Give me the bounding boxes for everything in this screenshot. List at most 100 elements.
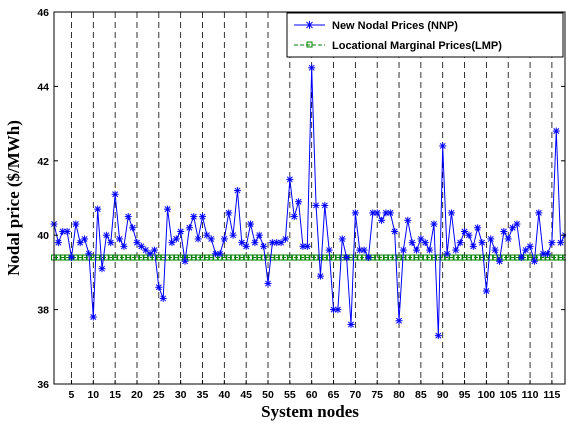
marker-stroke xyxy=(129,224,136,231)
lmp-point xyxy=(470,254,477,261)
nnp-point xyxy=(495,257,503,265)
x-tick-label: 85 xyxy=(415,389,427,401)
nnp-point xyxy=(177,227,185,235)
marker-stroke xyxy=(269,239,276,246)
nnp-point xyxy=(474,224,482,232)
lmp-point xyxy=(374,254,381,261)
nnp-point xyxy=(281,235,289,243)
x-tick-label: 115 xyxy=(543,389,560,401)
marker-stroke xyxy=(422,239,429,246)
marker-stroke xyxy=(496,258,503,265)
marker-stroke xyxy=(553,128,560,135)
nnp-point xyxy=(98,265,106,273)
nnp-point xyxy=(391,227,399,235)
marker-stroke xyxy=(182,258,189,265)
lmp-point xyxy=(273,254,280,261)
nnp-point xyxy=(120,242,128,250)
lmp-point xyxy=(230,254,237,261)
nnp-point xyxy=(181,257,189,265)
marker-stroke xyxy=(387,209,394,216)
marker-stroke xyxy=(426,247,433,254)
lmp-point xyxy=(81,254,88,261)
nnp-point xyxy=(404,216,412,224)
marker-stroke xyxy=(59,228,66,235)
marker-stroke xyxy=(251,239,258,246)
nnp-point xyxy=(316,272,324,280)
marker-stroke xyxy=(99,265,106,272)
lmp-point xyxy=(129,254,136,261)
marker-stroke xyxy=(286,176,293,183)
nnp-point xyxy=(89,313,97,321)
lmp-point xyxy=(177,254,184,261)
marker-stroke xyxy=(479,239,485,246)
lmp-point xyxy=(404,254,411,261)
nnp-point xyxy=(447,209,455,217)
nnp-point xyxy=(124,213,132,221)
lmp-point xyxy=(548,254,555,261)
nnp-point xyxy=(229,231,237,239)
marker-stroke xyxy=(94,206,101,213)
marker-stroke xyxy=(195,235,202,242)
marker-stroke xyxy=(326,247,333,254)
marker-stroke xyxy=(557,239,564,246)
x-tick-label: 95 xyxy=(459,389,471,401)
nnp-point xyxy=(343,254,351,262)
marker-stroke xyxy=(282,235,289,242)
marker-stroke xyxy=(221,235,228,242)
nnp-point xyxy=(456,239,464,247)
marker-stroke xyxy=(321,202,328,209)
nnp-point xyxy=(517,254,525,262)
nnp-point xyxy=(116,235,124,243)
marker-stroke xyxy=(103,232,110,239)
y-tick-label: 38 xyxy=(37,305,49,317)
lmp-point xyxy=(225,254,232,261)
nnp-point xyxy=(487,235,495,243)
marker-stroke xyxy=(142,247,149,254)
marker-stroke xyxy=(55,239,62,246)
marker-stroke xyxy=(190,213,197,220)
nnp-point xyxy=(216,250,224,258)
lmp-point xyxy=(452,254,459,261)
marker-stroke xyxy=(452,247,459,254)
marker-stroke xyxy=(500,228,507,235)
y-tick-label: 44 xyxy=(37,81,49,93)
lmp-point xyxy=(505,254,512,261)
lmp-point xyxy=(474,254,481,261)
marker-stroke xyxy=(535,209,542,216)
marker-stroke xyxy=(64,228,71,235)
x-tick-label: 25 xyxy=(153,389,165,401)
plot-background xyxy=(54,12,565,384)
lmp-point xyxy=(120,254,127,261)
lmp-point xyxy=(317,254,324,261)
lmp-point xyxy=(278,254,285,261)
lmp-point xyxy=(77,254,84,261)
lmp-point xyxy=(334,254,341,261)
nnp-point xyxy=(129,224,137,232)
marker-stroke xyxy=(265,280,271,287)
x-tick-label: 110 xyxy=(522,389,539,401)
lmp-point xyxy=(509,254,516,261)
nnp-point xyxy=(225,209,233,217)
marker-stroke xyxy=(308,64,315,71)
marker-stroke xyxy=(378,217,385,224)
lmp-point xyxy=(391,254,398,261)
marker-stroke xyxy=(540,250,547,257)
marker-stroke xyxy=(474,224,481,231)
x-tick-label: 105 xyxy=(499,389,517,401)
legend-nnp-marker xyxy=(305,21,314,29)
marker-stroke xyxy=(125,213,132,220)
marker-stroke xyxy=(177,228,184,235)
marker-stroke xyxy=(369,209,376,216)
marker-stroke xyxy=(234,187,241,194)
marker-stroke xyxy=(81,235,88,242)
lmp-point xyxy=(356,254,363,261)
marker-stroke xyxy=(203,232,210,239)
nnp-point xyxy=(426,246,434,254)
marker-stroke xyxy=(435,332,442,339)
nnp-point xyxy=(260,242,268,250)
marker-stroke xyxy=(151,247,158,254)
marker-stroke xyxy=(365,254,372,261)
lmp-point xyxy=(269,254,276,261)
marker-stroke xyxy=(330,306,337,313)
